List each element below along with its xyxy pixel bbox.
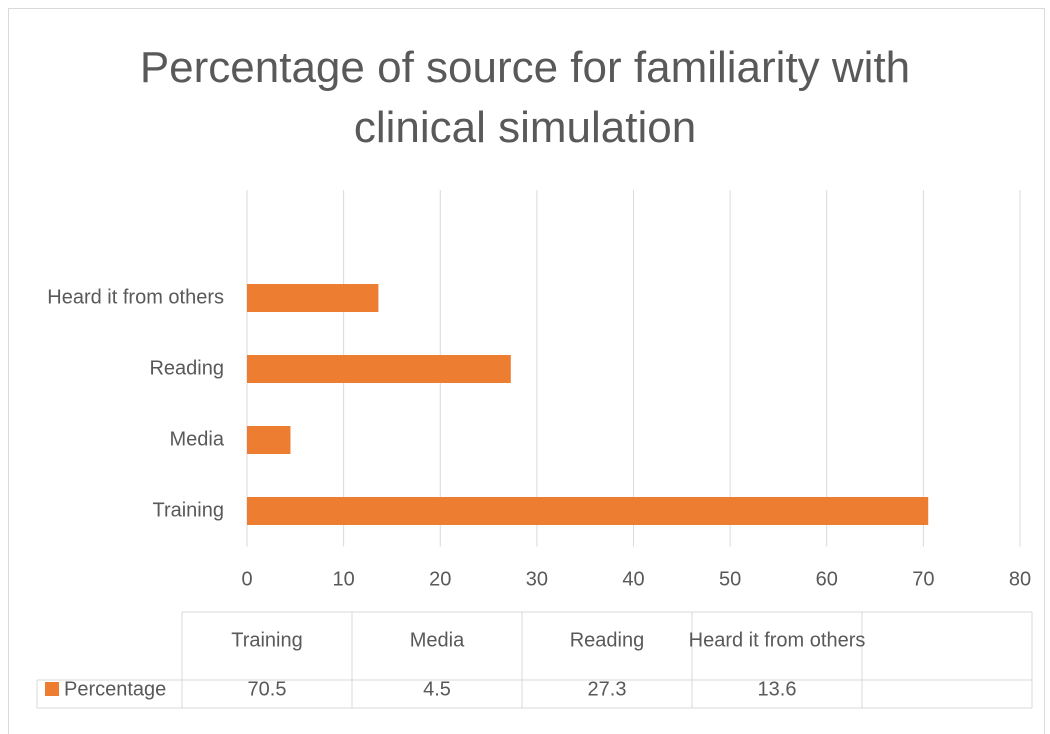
table-value: 4.5 (423, 678, 451, 700)
chart-border (8, 8, 1045, 734)
x-tick-label: 60 (816, 568, 838, 590)
data-table-grid (36, 611, 1033, 709)
table-value: 27.3 (588, 678, 627, 700)
table-header: Training (231, 629, 303, 651)
x-tick-label: 0 (241, 568, 252, 590)
y-tick-label: Media (170, 428, 225, 450)
bar (247, 284, 379, 312)
x-tick-label: 70 (912, 568, 934, 590)
bar (247, 497, 929, 525)
table-header: Media (410, 629, 465, 651)
legend-key (45, 682, 59, 696)
x-tick-label: 20 (429, 568, 451, 590)
x-tick-label: 40 (622, 568, 644, 590)
table-value: 70.5 (248, 678, 287, 700)
table-header: Heard it from others (689, 629, 866, 651)
x-tick-label: 10 (333, 568, 355, 590)
x-tick-label: 80 (1009, 568, 1031, 590)
chart-title: Percentage of source for familiarity wit… (139, 43, 911, 152)
legend-label: Percentage (64, 678, 166, 700)
bar (247, 355, 511, 383)
x-tick-label: 30 (526, 568, 548, 590)
table-header: Reading (570, 629, 645, 651)
y-tick-label: Reading (149, 357, 224, 379)
x-tick-label: 50 (719, 568, 741, 590)
y-tick-label: Heard it from others (47, 286, 224, 308)
table-value: 13.6 (758, 678, 797, 700)
y-tick-label: Training (152, 499, 224, 521)
bar (247, 426, 291, 454)
